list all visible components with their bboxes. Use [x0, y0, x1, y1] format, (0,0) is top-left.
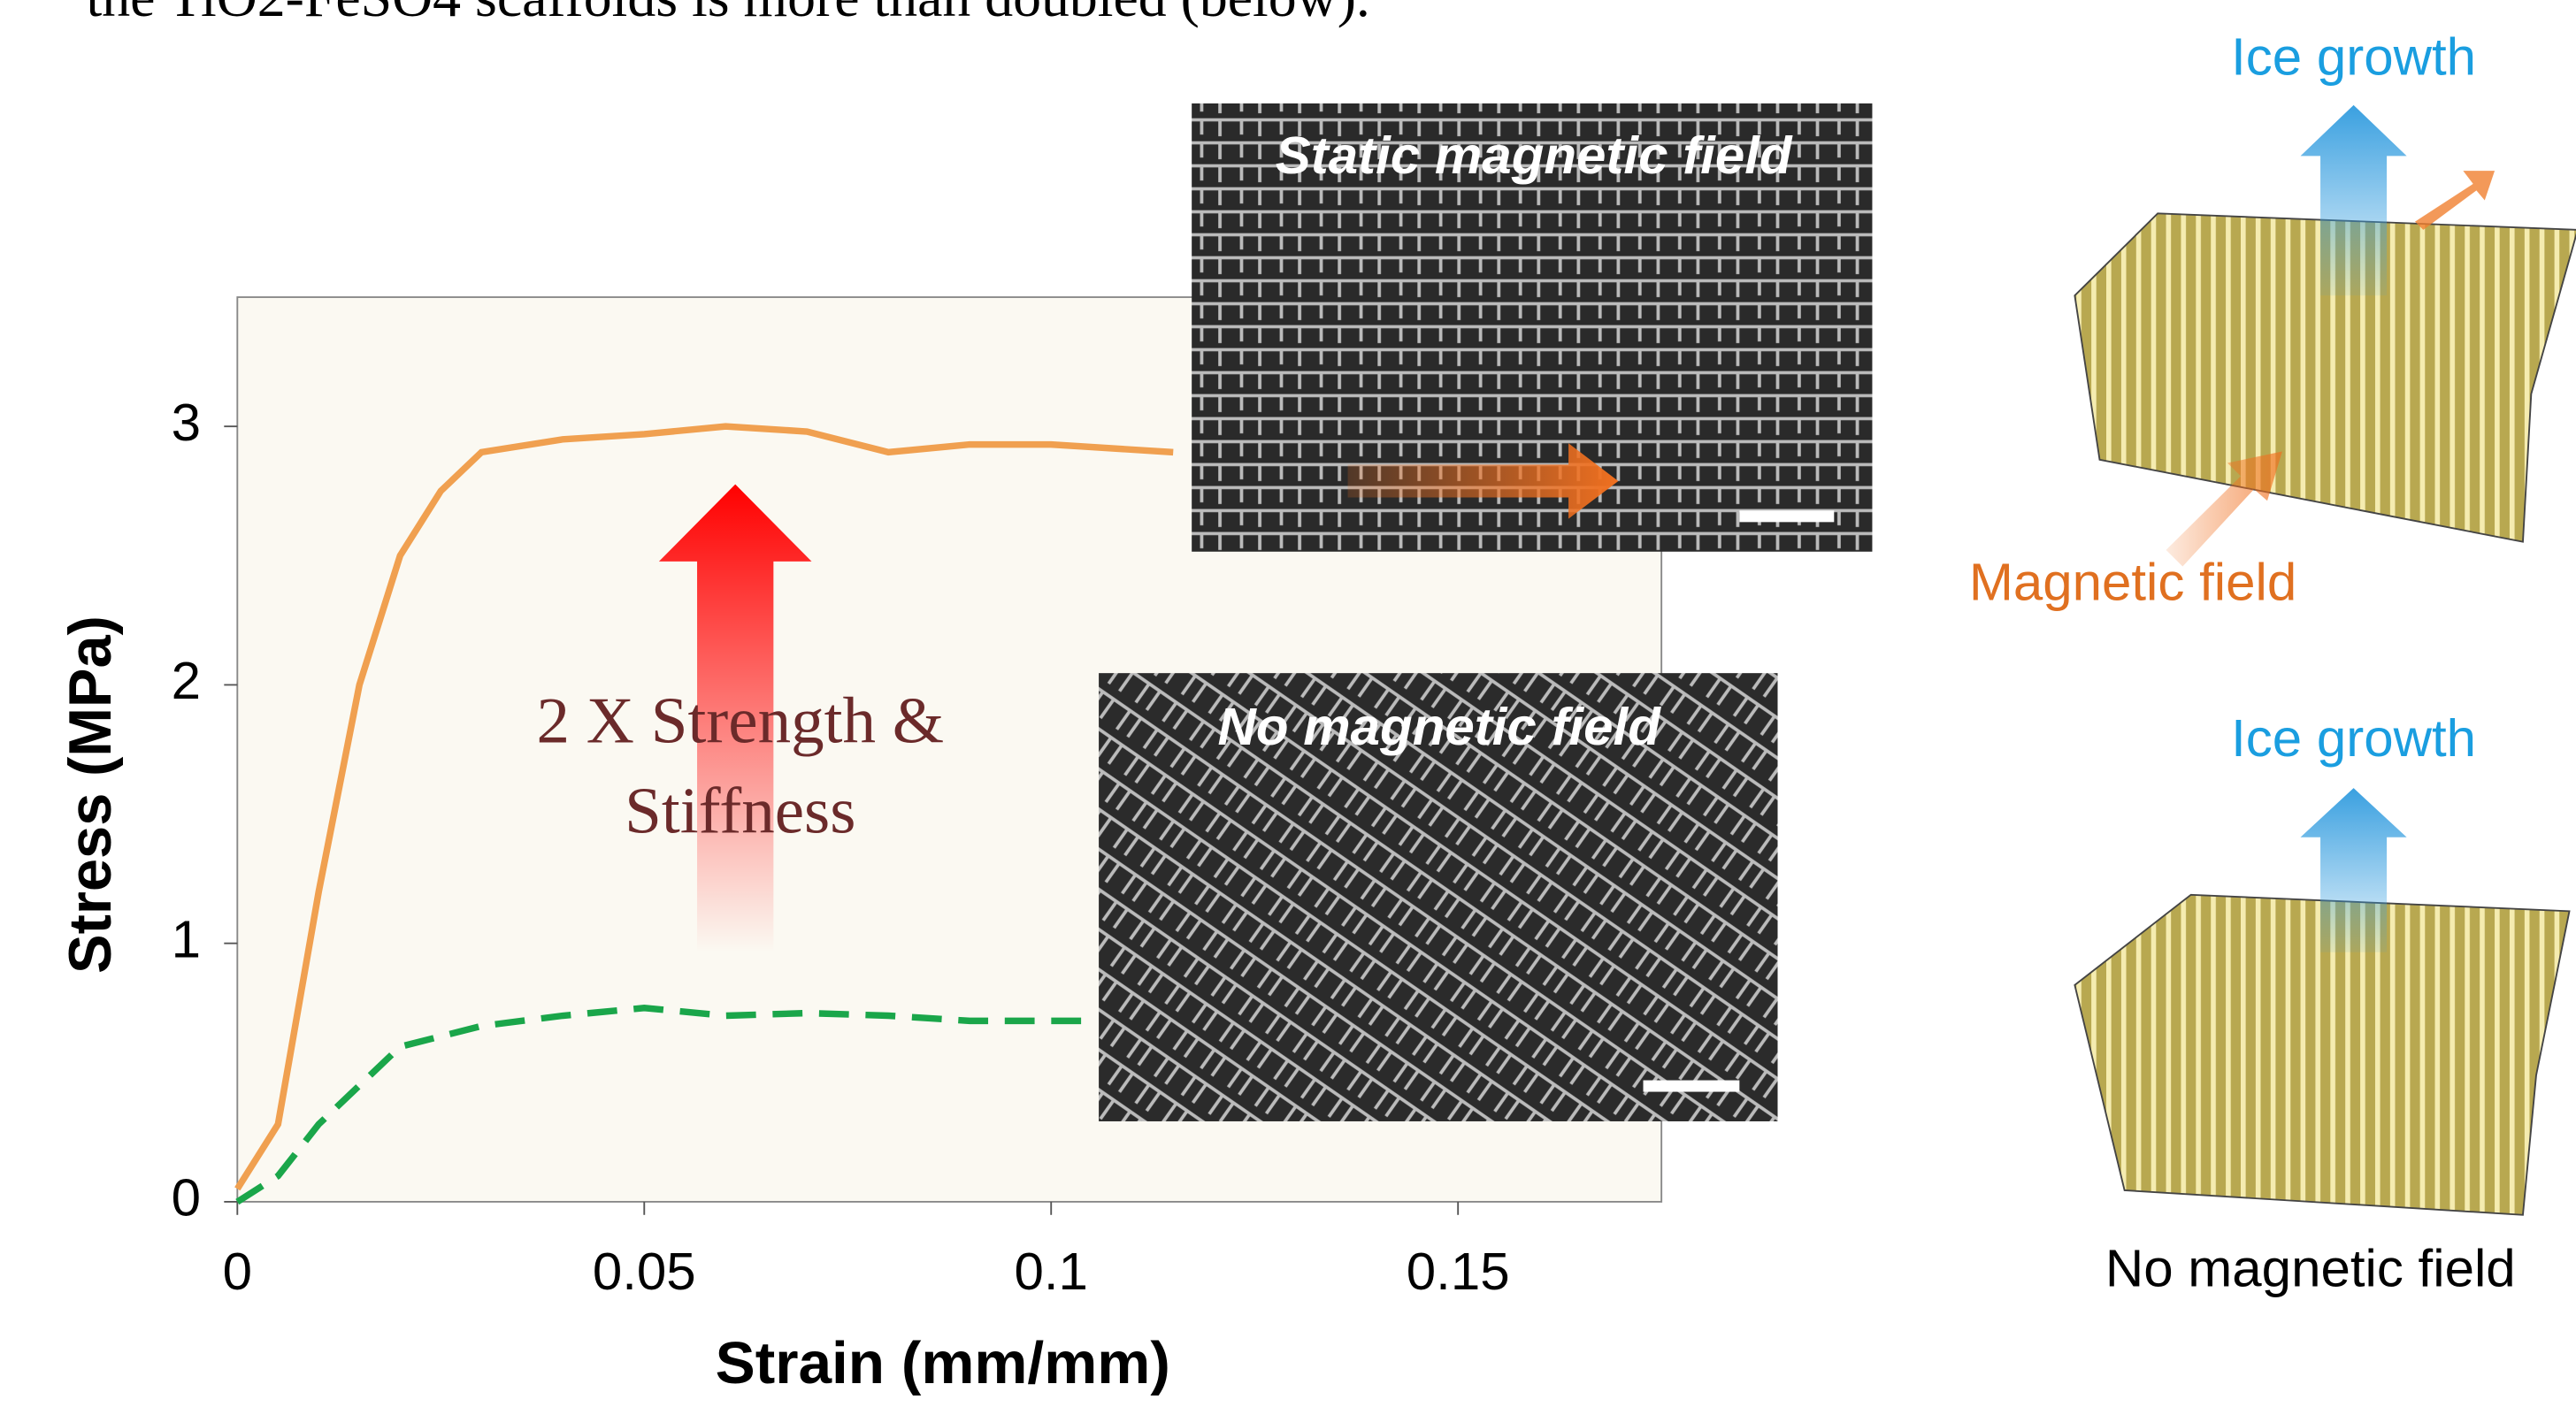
inset-none: No magnetic field — [1099, 673, 1777, 1121]
diagram-label: No magnetic field — [2105, 1239, 2516, 1298]
y-tick-label: 0 — [172, 1168, 201, 1227]
diagram: Ice growth Magnetic field Ice growth No … — [1969, 27, 2576, 1298]
inset-label: Static magnetic field — [1276, 126, 1793, 185]
diagram-label: Magnetic field — [1969, 553, 2296, 612]
x-tick-label: 0.05 — [593, 1242, 696, 1301]
caption: the TiO2-FeSO4 scaffolds is more than do… — [87, 0, 1370, 28]
diagram-label: Ice growth — [2231, 27, 2476, 87]
annotation: 2 X Strength & — [537, 684, 945, 758]
diagram-label: Ice growth — [2231, 708, 2476, 768]
x-axis-title: Strain (mm/mm) — [716, 1330, 1170, 1396]
y-tick-label: 2 — [172, 651, 201, 710]
x-tick-label: 0.1 — [1014, 1242, 1087, 1301]
y-axis-title: Stress (MPa) — [57, 616, 123, 974]
inset-label: No magnetic field — [1218, 697, 1662, 756]
y-tick-label: 3 — [172, 393, 201, 452]
inset-static: Static magnetic field — [1192, 103, 1872, 552]
slide: the TiO2-FeSO4 scaffolds is more than do… — [0, 0, 2576, 1407]
y-tick-label: 1 — [172, 910, 201, 969]
annotation: Stiffness — [625, 775, 855, 848]
x-tick-label: 0.15 — [1407, 1242, 1510, 1301]
page: {"chart_data":{"type":"line","x_label":"… — [0, 0, 2576, 1407]
x-tick-label: 0 — [223, 1242, 252, 1301]
